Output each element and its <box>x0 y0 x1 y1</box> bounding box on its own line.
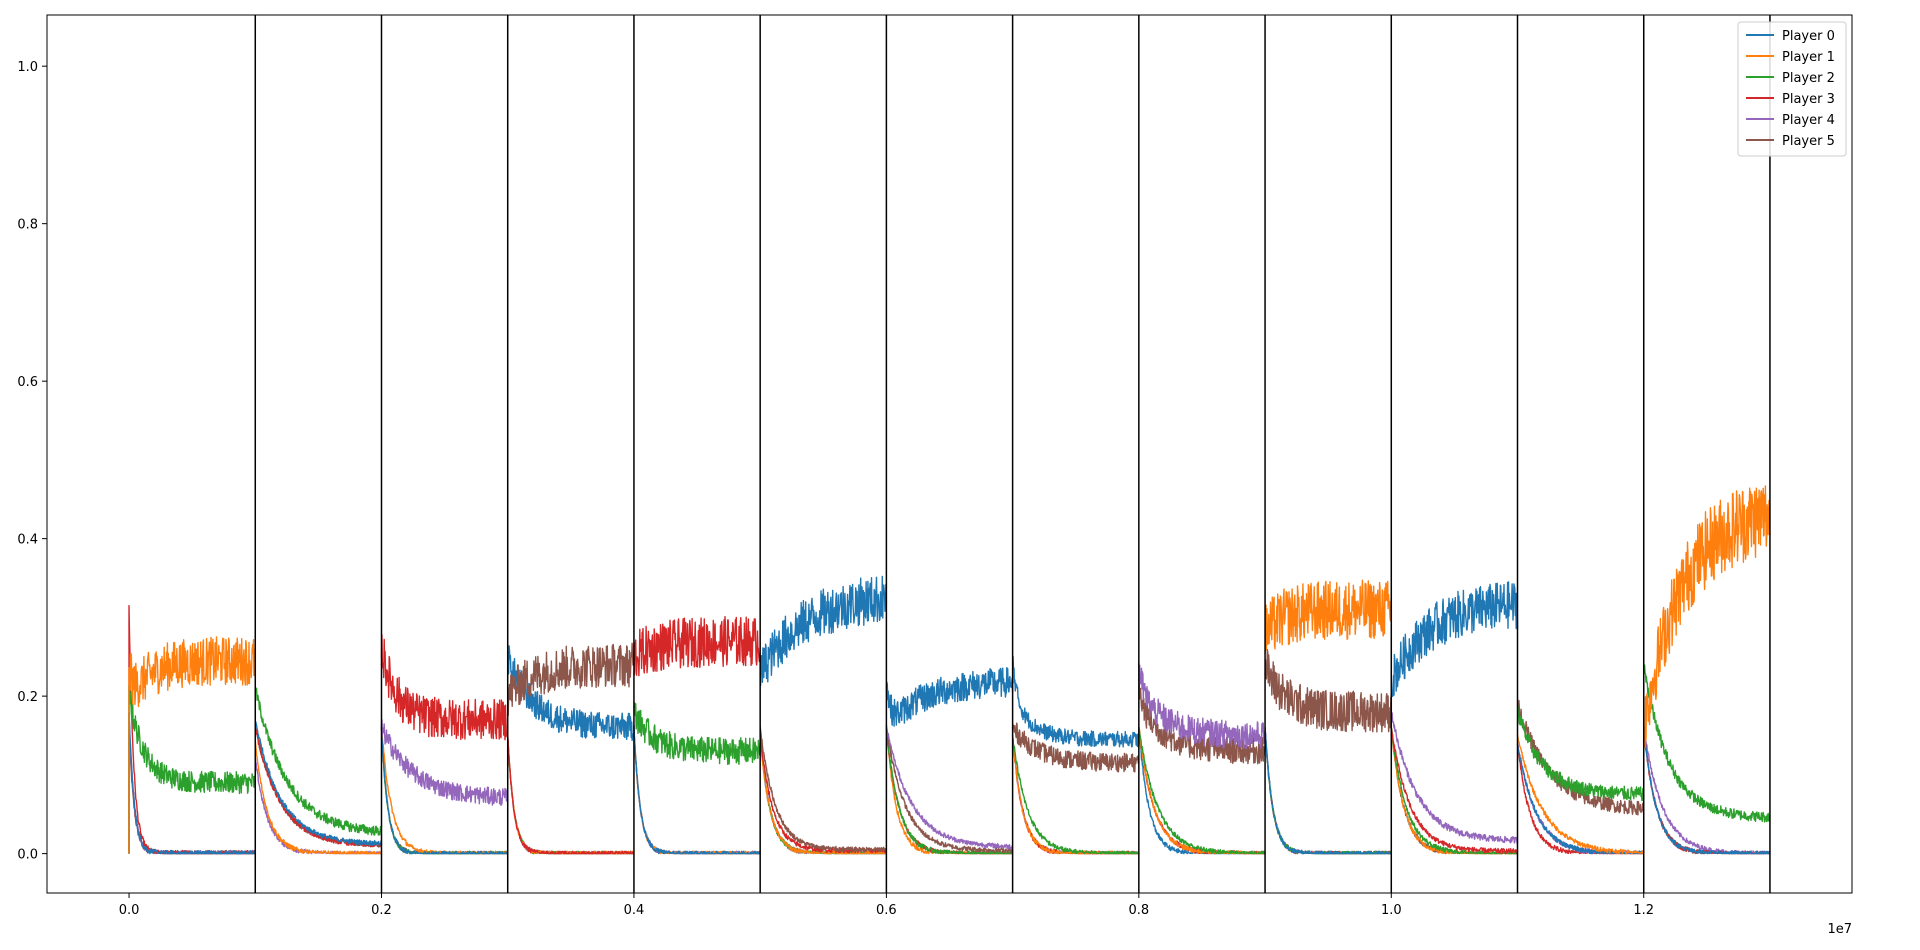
y-tick-label: 0.2 <box>17 690 38 705</box>
legend-label: Player 3 <box>1782 92 1835 107</box>
segment-12 <box>1643 485 1771 855</box>
legend-item: Player 3 <box>1746 92 1835 107</box>
y-tick-label: 1.0 <box>17 60 38 75</box>
series-line-player-0-segment-5 <box>759 575 888 687</box>
series-line-player-1-segment-11 <box>1516 734 1644 855</box>
segment-boundaries <box>254 15 1771 893</box>
segment-1 <box>254 687 383 855</box>
series-line-player-4-segment-6 <box>886 728 1014 850</box>
legend-label: Player 5 <box>1782 134 1835 149</box>
series-line-player-1-segment-5 <box>759 734 887 855</box>
series-line-player-0-segment-4 <box>633 724 761 855</box>
series-line-player-2-segment-6 <box>885 724 1013 855</box>
series-line-player-2-segment-12 <box>1643 664 1771 823</box>
series-line-player-3-segment-3 <box>507 737 635 855</box>
x-tick-label: 0.6 <box>876 903 897 918</box>
legend-label: Player 4 <box>1782 113 1835 128</box>
series-line-player-0-segment-1 <box>254 720 383 846</box>
segment-0 <box>128 605 256 855</box>
segment-9 <box>1264 579 1392 855</box>
x-axis-offset-label: 1e7 <box>1827 922 1852 937</box>
series-line-player-2-segment-7 <box>1011 736 1140 855</box>
series-line-player-3-segment-10 <box>1390 727 1519 854</box>
y-tick-label: 0.4 <box>17 533 38 548</box>
legend-item: Player 0 <box>1746 29 1835 44</box>
series-line-player-1-segment-1 <box>254 741 382 855</box>
legend-label: Player 1 <box>1782 50 1835 65</box>
segment-7 <box>1011 655 1140 855</box>
series-line-player-5-segment-6 <box>885 727 1013 854</box>
y-tick-label: 0.6 <box>17 375 38 390</box>
series-line-player-2-segment-11 <box>1516 705 1645 802</box>
series-line-player-4-segment-2 <box>380 718 509 806</box>
segment-6 <box>885 667 1014 855</box>
legend-label: Player 2 <box>1782 71 1835 86</box>
segment-10 <box>1390 581 1519 855</box>
legend-item: Player 4 <box>1746 113 1835 128</box>
series-line-player-2-segment-10 <box>1390 728 1519 855</box>
plot-area-frame <box>46 14 1853 894</box>
series-line-player-5-segment-9 <box>1264 648 1392 733</box>
x-tick-label: 0.8 <box>1128 903 1149 918</box>
series-line-player-2-segment-1 <box>254 687 383 836</box>
legend-label: Player 0 <box>1782 29 1835 44</box>
series-line-player-4-segment-10 <box>1390 711 1519 845</box>
segment-5 <box>759 575 888 855</box>
x-tick-label: 0.0 <box>119 903 140 918</box>
legend-item: Player 1 <box>1746 50 1835 65</box>
x-tick-label: 0.2 <box>371 903 392 918</box>
series-line-player-2-segment-0 <box>128 685 256 854</box>
x-tick-label: 1.0 <box>1381 903 1402 918</box>
series-layer <box>128 485 1771 855</box>
series-line-player-4-segment-8 <box>1138 662 1266 750</box>
series-line-player-5-segment-5 <box>759 726 887 853</box>
series-line-player-1-segment-9 <box>1264 579 1392 654</box>
legend: Player 0 Player 1 Player 2 Player 3 Player 4… <box>1737 21 1847 157</box>
series-line-player-2-segment-8 <box>1138 728 1266 855</box>
series-line-player-2-segment-4 <box>633 702 761 765</box>
series-line-player-3-segment-2 <box>380 634 509 741</box>
series-line-player-0-segment-7 <box>1012 655 1140 748</box>
series-line-player-3-segment-4 <box>633 616 761 677</box>
x-tick-label: 1.2 <box>1633 903 1654 918</box>
series-line-player-0-segment-9 <box>1264 729 1392 855</box>
series-line-player-0-segment-12 <box>1643 729 1771 855</box>
legend-item: Player 2 <box>1746 71 1835 86</box>
series-line-player-0-segment-10 <box>1390 581 1519 698</box>
segment-4 <box>633 616 761 855</box>
series-line-player-0-segment-2 <box>380 726 509 855</box>
segment-3 <box>507 642 635 855</box>
y-tick-label: 0.0 <box>17 848 38 863</box>
series-line-player-5-segment-7 <box>1011 722 1140 773</box>
x-tick-label: 0.4 <box>624 903 645 918</box>
series-line-player-1-segment-12 <box>1643 485 1771 748</box>
series-line-player-5-segment-3 <box>507 642 635 717</box>
legend-item: Player 5 <box>1746 134 1835 149</box>
series-line-player-0-segment-0 <box>128 712 256 855</box>
series-line-player-1-segment-0 <box>128 636 256 854</box>
segment-11 <box>1516 699 1645 855</box>
y-axis: 0.0 0.2 0.4 0.6 0.8 1.0 <box>17 60 47 863</box>
x-axis: 0.0 0.2 0.4 0.6 0.8 1.0 1.2 <box>119 893 1654 918</box>
segment-8 <box>1138 662 1266 855</box>
series-line-player-0-segment-6 <box>885 667 1014 727</box>
segment-2 <box>380 634 509 855</box>
y-tick-label: 0.8 <box>17 218 38 233</box>
